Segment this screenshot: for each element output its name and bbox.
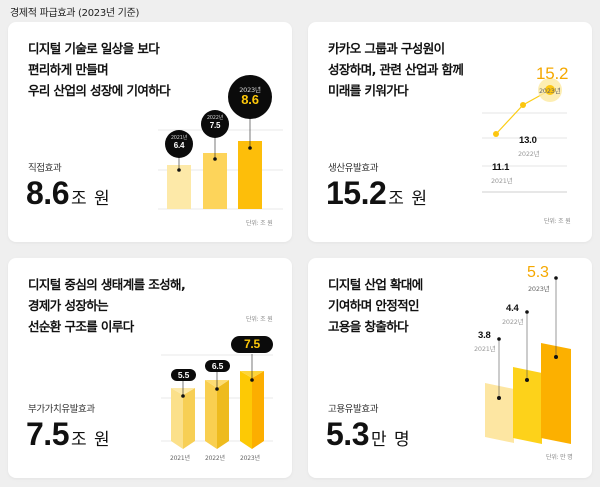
unit-note: 단위: 조 원 (246, 316, 273, 323)
year-label-2022: 2022년 (502, 318, 524, 326)
employment-skewed-bar-chart (485, 276, 571, 444)
bar-2022 (513, 367, 542, 444)
value-added-bar-chart (161, 336, 273, 449)
metric-unit: 조 원 (70, 189, 111, 209)
headline-line: 디지털 산업 확대에 (328, 277, 423, 292)
card-headline: 디지털 산업 확대에 기여하며 안정적인 고용을 창출하다 (328, 274, 423, 337)
metric-value: 15.2 조 원 (326, 175, 428, 212)
metric-number: 5.3 (326, 416, 369, 452)
metric-number: 7.5 (26, 416, 69, 452)
bubble-year-2021: 2021년 (170, 135, 188, 141)
bubble-year-2022: 2022년 (206, 115, 224, 121)
metric-value: 5.3 만 명 (326, 416, 411, 453)
value-label-2021: 3.8 (478, 330, 491, 341)
point-2023 (545, 85, 555, 95)
value-label-2023: 5.3 (527, 264, 549, 281)
bar-2023 (541, 343, 571, 444)
production-effect-line-chart (482, 78, 567, 193)
direct-effect-card: 디지털 기술로 일상을 보다 편리하게 만들며 우리 산업의 성장에 기여하다 … (8, 22, 292, 242)
metric-value: 7.5 조 원 (26, 416, 111, 453)
pill-value-2021: 5.5 (177, 370, 190, 380)
point-value-2023: 15.2 (536, 64, 569, 83)
bubble-year-2023: 2023년 (239, 86, 261, 94)
card-headline: 카카오 그룹과 구성원이 성장하며, 관련 산업과 함께 미래를 키워가다 (328, 38, 464, 101)
metric-label: 고용유발효과 (328, 404, 379, 415)
bar-2023 (238, 141, 262, 209)
bar-2022 (203, 153, 227, 209)
bubble-value-2022: 7.5 (209, 121, 221, 130)
value-pill-2022 (205, 360, 230, 372)
value-bubble-2023 (228, 75, 272, 119)
headline-line: 경제가 성장하는 (28, 298, 109, 313)
unit-note: 단위: 조 원 (246, 220, 273, 227)
bar-2021 (485, 383, 514, 443)
headline-line: 기여하며 안정적인 (328, 298, 420, 313)
bubble-value-2023: 8.6 (241, 92, 259, 107)
point-value-2021: 11.1 (492, 162, 510, 173)
metric-number: 8.6 (26, 175, 69, 211)
metric-unit: 조 원 (388, 189, 428, 209)
value-bubble-2021 (165, 130, 193, 158)
value-pill-2023 (231, 336, 273, 353)
headline-line: 성장하며, 관련 산업과 함께 (328, 62, 464, 77)
point-year-2023: 2023년 (539, 87, 561, 95)
metric-unit: 만 명 (370, 430, 411, 450)
x-label-2023: 2023년 (240, 455, 260, 462)
headline-line: 선순환 구조를 이루다 (28, 319, 134, 334)
headline-line: 디지털 중심의 생태계를 조성해, (28, 277, 186, 292)
metric-label: 부가가치유발효과 (28, 404, 95, 415)
headline-line: 우리 산업의 성장에 기여하다 (28, 83, 171, 98)
metric-value: 8.6 조 원 (26, 175, 111, 212)
headline-line: 편리하게 만들며 (28, 62, 109, 77)
metric-label: 생산유발효과 (328, 163, 379, 174)
headline-line: 디지털 기술로 일상을 보다 (28, 41, 160, 56)
headline-line: 고용을 창출하다 (328, 319, 409, 334)
point-2022 (520, 102, 526, 108)
metric-unit: 조 원 (70, 430, 111, 450)
metric-label: 직접효과 (28, 163, 62, 174)
point-year-2022: 2022년 (518, 150, 540, 158)
year-label-2021: 2021년 (474, 345, 496, 353)
pill-value-2023: 7.5 (243, 337, 261, 351)
production-effect-card: 카카오 그룹과 구성원이 성장하며, 관련 산업과 함께 미래를 키워가다 생산… (308, 22, 592, 242)
point-value-2022: 13.0 (519, 135, 537, 146)
card-headline: 디지털 중심의 생태계를 조성해, 경제가 성장하는 선순환 구조를 이루다 (28, 274, 186, 337)
unit-note: 단위: 만 명 (546, 454, 573, 461)
bar-2021 (167, 165, 191, 209)
point-year-2021: 2021년 (491, 177, 513, 185)
unit-note: 단위: 조 원 (544, 218, 571, 225)
pill-value-2022: 6.5 (211, 361, 224, 371)
bubble-value-2021: 6.4 (173, 141, 185, 150)
value-pill-2021 (171, 369, 196, 381)
card-headline: 디지털 기술로 일상을 보다 편리하게 만들며 우리 산업의 성장에 기여하다 (28, 38, 171, 101)
employment-effect-card: 디지털 산업 확대에 기여하며 안정적인 고용을 창출하다 고용유발효과 5.3… (308, 258, 592, 478)
direct-effect-bar-chart (158, 75, 283, 210)
value-label-2022: 4.4 (506, 303, 519, 314)
headline-line: 카카오 그룹과 구성원이 (328, 41, 445, 56)
page-title: 경제적 파급효과 (2023년 기준) (10, 8, 140, 19)
metric-number: 15.2 (326, 175, 387, 211)
value-bubble-2022 (201, 110, 229, 138)
x-label-2021: 2021년 (170, 455, 190, 462)
headline-line: 미래를 키워가다 (328, 83, 409, 98)
x-label-2022: 2022년 (205, 455, 225, 462)
value-added-effect-card: 디지털 중심의 생태계를 조성해, 경제가 성장하는 선순환 구조를 이루다 부… (8, 258, 292, 478)
year-label-2023: 2023년 (528, 285, 550, 293)
point-2021 (493, 131, 499, 137)
